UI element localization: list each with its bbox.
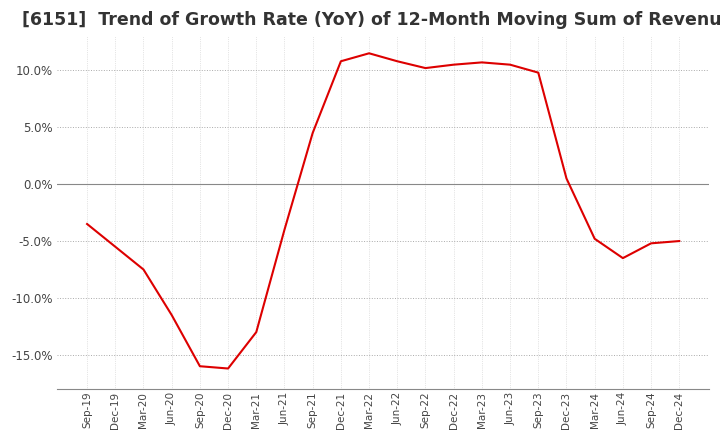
Title: [6151]  Trend of Growth Rate (YoY) of 12-Month Moving Sum of Revenues: [6151] Trend of Growth Rate (YoY) of 12-…: [22, 11, 720, 29]
